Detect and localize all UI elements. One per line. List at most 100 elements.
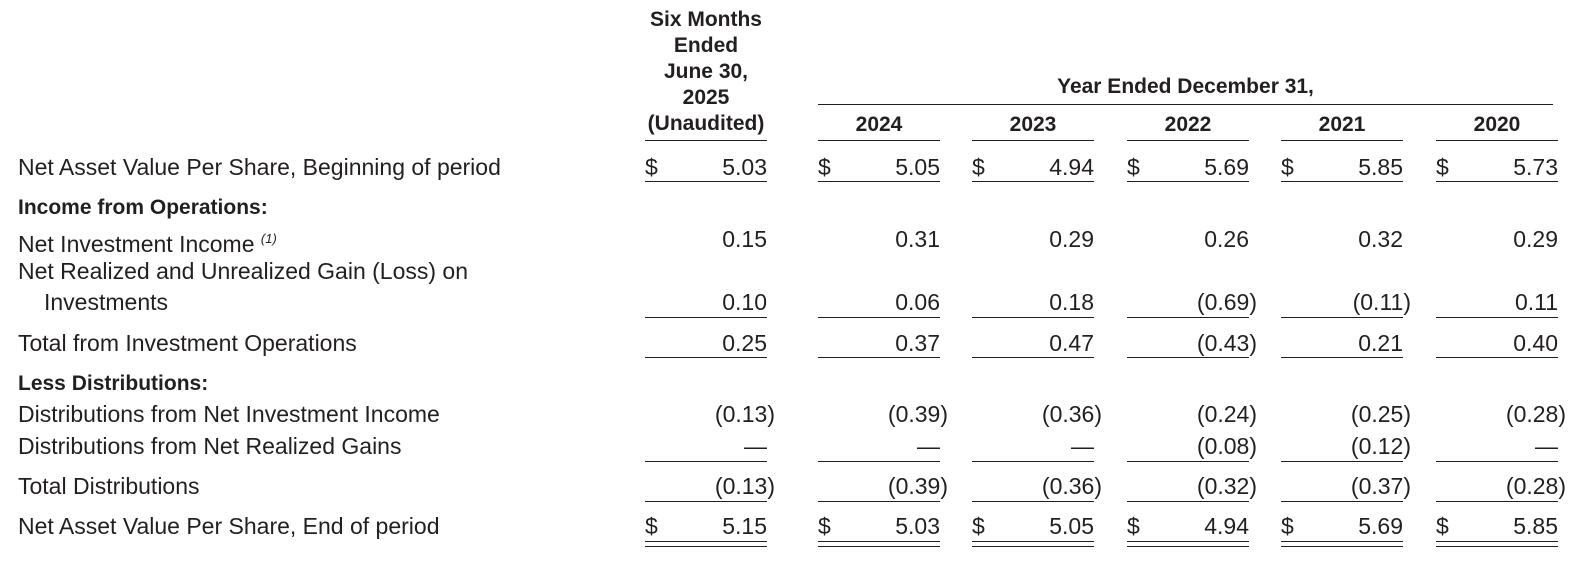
cell-value: 0.26 [1204,226,1249,252]
label-distributions-nii: Distributions from Net Investment Income [18,401,440,427]
cell-value: 5.69 [1358,513,1403,539]
cell-value: (0.24) [1196,401,1257,427]
underline [1281,357,1403,358]
cell-value: 5.05 [895,154,940,180]
underline [645,461,767,462]
cell-value: 0.29 [1049,226,1094,252]
header-line: Ended [673,34,739,57]
cell-value: (0.69) [1196,289,1257,315]
footnote-marker: (1) [260,231,277,246]
cell-value: (0.13) [714,401,775,427]
cell-value: 0.06 [895,289,940,315]
currency-symbol: $ [645,513,658,539]
cell-value: 0.40 [1513,330,1558,356]
underline [645,317,767,318]
cell-value: 0.18 [1049,289,1094,315]
underline [818,181,940,182]
year-header-2023: 2023 [1009,113,1057,136]
currency-symbol: $ [1127,154,1140,180]
cell-value: 5.15 [722,513,767,539]
label-realized-gain-line1: Net Realized and Unrealized Gain (Loss) … [18,258,469,284]
cell-value: 0.37 [895,330,940,356]
year-header-2022: 2022 [1164,113,1212,136]
label-net-investment-income: Net Investment Income (1) [18,225,277,258]
underline [972,461,1094,462]
label-income-operations: Income from Operations: [18,196,268,219]
underline [1127,357,1249,358]
header-rule [1281,140,1403,141]
cell-value: 0.47 [1049,330,1094,356]
underline [1436,357,1558,358]
cell-value: — [744,433,767,459]
double-underline [1281,541,1403,547]
cell-value: (0.39) [887,401,948,427]
cell-value: (0.37) [1350,473,1411,499]
cell-value: 5.69 [1204,154,1249,180]
underline [1436,181,1558,182]
underline [818,357,940,358]
header-rule [645,140,767,141]
cell-value: 5.85 [1358,154,1403,180]
header-rule [1436,140,1558,141]
label-total-distributions: Total Distributions [18,473,200,499]
cell-value: (0.43) [1196,330,1257,356]
cell-value: (0.08) [1196,433,1257,459]
cell-value: 0.15 [722,226,767,252]
currency-symbol: $ [972,513,985,539]
label-less-distributions: Less Distributions: [18,372,209,395]
currency-symbol: $ [972,154,985,180]
underline [972,317,1094,318]
double-underline [645,541,767,547]
year-header-2024: 2024 [855,113,903,136]
underline [1127,501,1249,502]
underline [1281,461,1403,462]
header-rule [818,140,940,141]
cell-value: — [917,433,940,459]
currency-symbol: $ [1436,513,1449,539]
cell-value: — [1071,433,1094,459]
currency-symbol: $ [818,154,831,180]
underline [818,317,940,318]
cell-value: (0.36) [1041,473,1102,499]
cell-value: 5.03 [895,513,940,539]
currency-symbol: $ [1127,513,1140,539]
label-nav-end: Net Asset Value Per Share, End of period [18,513,440,539]
cell-value: (0.36) [1041,401,1102,427]
cell-value: (0.32) [1196,473,1257,499]
year-header-2020: 2020 [1473,113,1521,136]
cell-value: 0.29 [1513,226,1558,252]
label-realized-gain-line2: Investments [44,289,168,315]
underline [1436,501,1558,502]
cell-value: (0.28) [1505,401,1566,427]
currency-symbol: $ [1436,154,1449,180]
underline [645,357,767,358]
cell-value: 5.03 [722,154,767,180]
year-ended-header: Year Ended December 31, [1057,75,1314,98]
cell-value: (0.13) [714,473,775,499]
cell-value: 5.05 [1049,513,1094,539]
double-underline [818,541,940,547]
header-line: Six Months [649,8,762,31]
header-line: June 30, [663,60,749,83]
currency-symbol: $ [818,513,831,539]
label-total-investment-operations: Total from Investment Operations [18,330,357,356]
header-rule [1127,140,1249,141]
cell-value: (0.28) [1505,473,1566,499]
cell-value: 0.25 [722,330,767,356]
underline [1127,181,1249,182]
six-months-header: Six Months Ended June 30, 2025 (Unaudite… [645,7,767,137]
header-line: (Unaudited) [647,112,765,135]
year-ended-rule [818,104,1553,105]
cell-value: 5.73 [1513,154,1558,180]
cell-value: — [1535,433,1558,459]
currency-symbol: $ [1281,513,1294,539]
cell-value: 0.31 [895,226,940,252]
underline [818,461,940,462]
cell-value: 0.32 [1358,226,1403,252]
underline [1281,501,1403,502]
double-underline [1436,541,1558,547]
underline [818,501,940,502]
header-line: 2025 [682,86,730,109]
year-header-2021: 2021 [1318,113,1366,136]
cell-value: 0.11 [1514,289,1558,315]
